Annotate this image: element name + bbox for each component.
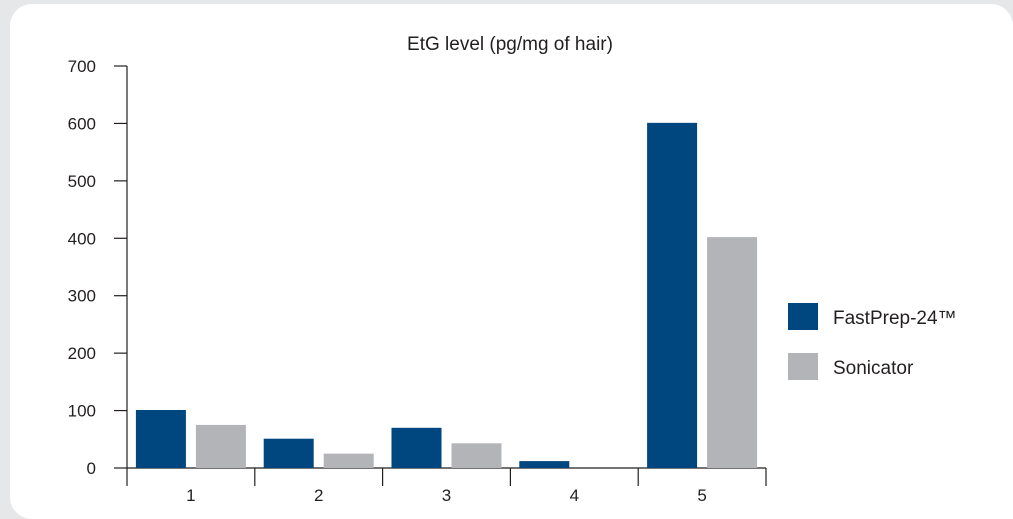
x-tick-label: 4 bbox=[570, 486, 579, 505]
x-tick-label: 5 bbox=[697, 486, 706, 505]
legend: FastPrep-24™ Sonicator bbox=[788, 303, 957, 380]
legend-swatch bbox=[788, 303, 818, 330]
y-tick-label: 700 bbox=[68, 57, 96, 76]
bar-sonicator-5 bbox=[707, 237, 758, 468]
y-tick-label: 200 bbox=[68, 344, 96, 363]
bar-sonicator-1 bbox=[195, 424, 246, 468]
legend-label: Sonicator bbox=[833, 358, 914, 379]
bar-fastprep-5 bbox=[647, 122, 698, 469]
bar-fastprep-3 bbox=[391, 427, 442, 468]
x-tick-label: 2 bbox=[314, 486, 323, 505]
y-axis: 0 100 200 300 400 500 600 700 bbox=[68, 57, 128, 478]
legend-swatch bbox=[788, 353, 818, 380]
y-tick-label: 0 bbox=[87, 459, 96, 478]
y-tick-label: 400 bbox=[68, 229, 96, 248]
y-tick-label: 300 bbox=[68, 287, 96, 306]
x-tick-label: 1 bbox=[186, 486, 195, 505]
bar-fastprep-1 bbox=[135, 409, 186, 468]
bar-sonicator-2 bbox=[323, 453, 374, 468]
x-axis: 1 2 3 4 5 bbox=[126, 467, 767, 505]
y-tick-label: 100 bbox=[68, 402, 96, 421]
bars bbox=[135, 122, 758, 469]
bar-sonicator-3 bbox=[451, 443, 502, 468]
y-tick-label: 500 bbox=[68, 172, 96, 191]
chart-title: EtG level (pg/mg of hair) bbox=[407, 34, 613, 55]
x-tick-label: 3 bbox=[442, 486, 451, 505]
bar-fastprep-4 bbox=[519, 461, 570, 468]
legend-label: FastPrep-24™ bbox=[833, 308, 957, 329]
bar-fastprep-2 bbox=[263, 438, 314, 468]
y-tick-label: 600 bbox=[68, 114, 96, 133]
